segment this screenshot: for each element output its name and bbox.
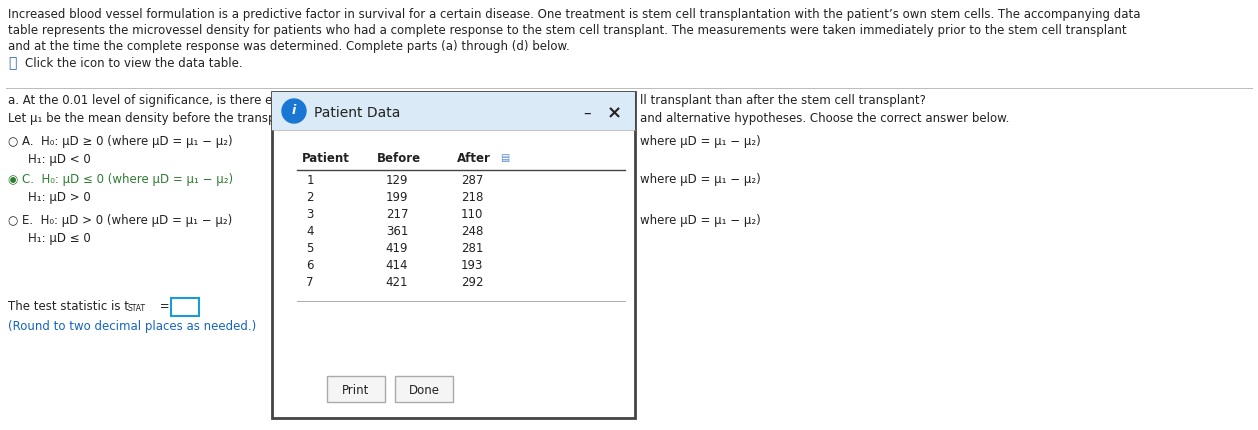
Text: Click the icon to view the data table.: Click the icon to view the data table.	[25, 57, 243, 70]
Text: Patient: Patient	[302, 152, 350, 165]
Text: (Round to two decimal places as needed.): (Round to two decimal places as needed.)	[8, 320, 257, 333]
Text: where μD = μ₁ − μ₂): where μD = μ₁ − μ₂)	[640, 173, 761, 186]
Text: Increased blood vessel formulation is a predictive factor in survival for a cert: Increased blood vessel formulation is a …	[8, 8, 1141, 21]
Text: and alternative hypotheses. Choose the correct answer below.: and alternative hypotheses. Choose the c…	[640, 112, 1009, 125]
Text: 414: 414	[386, 259, 409, 272]
Text: 1: 1	[306, 174, 313, 187]
Text: After: After	[457, 152, 491, 165]
Text: H₁: μD ≤ 0: H₁: μD ≤ 0	[28, 232, 91, 245]
Text: =: =	[156, 300, 170, 313]
Bar	[327, 376, 385, 402]
Text: ○ E.  H₀: μD > 0 (where μD = μ₁ − μ₂): ○ E. H₀: μD > 0 (where μD = μ₁ − μ₂)	[8, 214, 233, 227]
Text: 218: 218	[460, 191, 483, 204]
Text: 110: 110	[460, 208, 483, 221]
Circle shape	[282, 99, 306, 123]
Text: 292: 292	[460, 276, 483, 289]
Text: 4: 4	[306, 225, 313, 238]
Text: 2: 2	[306, 191, 313, 204]
Text: –: –	[582, 105, 590, 120]
Text: 193: 193	[460, 259, 483, 272]
Text: 419: 419	[386, 242, 409, 255]
Bar	[272, 92, 635, 418]
Text: 421: 421	[386, 276, 409, 289]
Text: H₁: μD < 0: H₁: μD < 0	[28, 153, 91, 166]
Text: where μD = μ₁ − μ₂): where μD = μ₁ − μ₂)	[640, 135, 761, 148]
Text: 129: 129	[386, 174, 409, 187]
Text: 199: 199	[386, 191, 409, 204]
Text: 3: 3	[306, 208, 313, 221]
Text: 281: 281	[460, 242, 483, 255]
Text: ⧮: ⧮	[8, 56, 16, 70]
Text: where μD = μ₁ − μ₂): where μD = μ₁ − μ₂)	[640, 214, 761, 227]
Text: The test statistic is t: The test statistic is t	[8, 300, 130, 313]
Text: ll transplant than after the stem cell transplant?: ll transplant than after the stem cell t…	[640, 94, 926, 107]
Text: 6: 6	[306, 259, 313, 272]
Text: 7: 7	[306, 276, 313, 289]
Text: ×: ×	[608, 104, 623, 122]
Text: and at the time the complete response was determined. Complete parts (a) through: and at the time the complete response wa…	[8, 40, 570, 53]
Text: 248: 248	[460, 225, 483, 238]
Bar	[395, 376, 453, 402]
Text: a. At the 0.01 level of significance, is there evidence: a. At the 0.01 level of significance, is…	[8, 94, 318, 107]
Text: Patient Data: Patient Data	[314, 106, 400, 120]
Text: STAT: STAT	[128, 304, 146, 313]
Text: H₁: μD > 0: H₁: μD > 0	[28, 191, 91, 204]
Text: 361: 361	[386, 225, 408, 238]
Text: 217: 217	[386, 208, 409, 221]
Text: i: i	[292, 104, 296, 117]
Text: Let μ₁ be the mean density before the transplant an: Let μ₁ be the mean density before the tr…	[8, 112, 317, 125]
Bar	[272, 92, 635, 130]
Text: Done: Done	[409, 384, 439, 396]
Text: ○ A.  H₀: μD ≥ 0 (where μD = μ₁ − μ₂): ○ A. H₀: μD ≥ 0 (where μD = μ₁ − μ₂)	[8, 135, 233, 148]
Bar	[171, 298, 199, 316]
Text: 287: 287	[460, 174, 483, 187]
Text: ▤: ▤	[499, 153, 509, 163]
Text: ◉ C.  H₀: μD ≤ 0 (where μD = μ₁ − μ₂): ◉ C. H₀: μD ≤ 0 (where μD = μ₁ − μ₂)	[8, 173, 233, 186]
Text: table represents the microvessel density for patients who had a complete respons: table represents the microvessel density…	[8, 24, 1127, 37]
Text: Before: Before	[377, 152, 421, 165]
Text: Print: Print	[342, 384, 370, 396]
Text: 5: 5	[306, 242, 313, 255]
